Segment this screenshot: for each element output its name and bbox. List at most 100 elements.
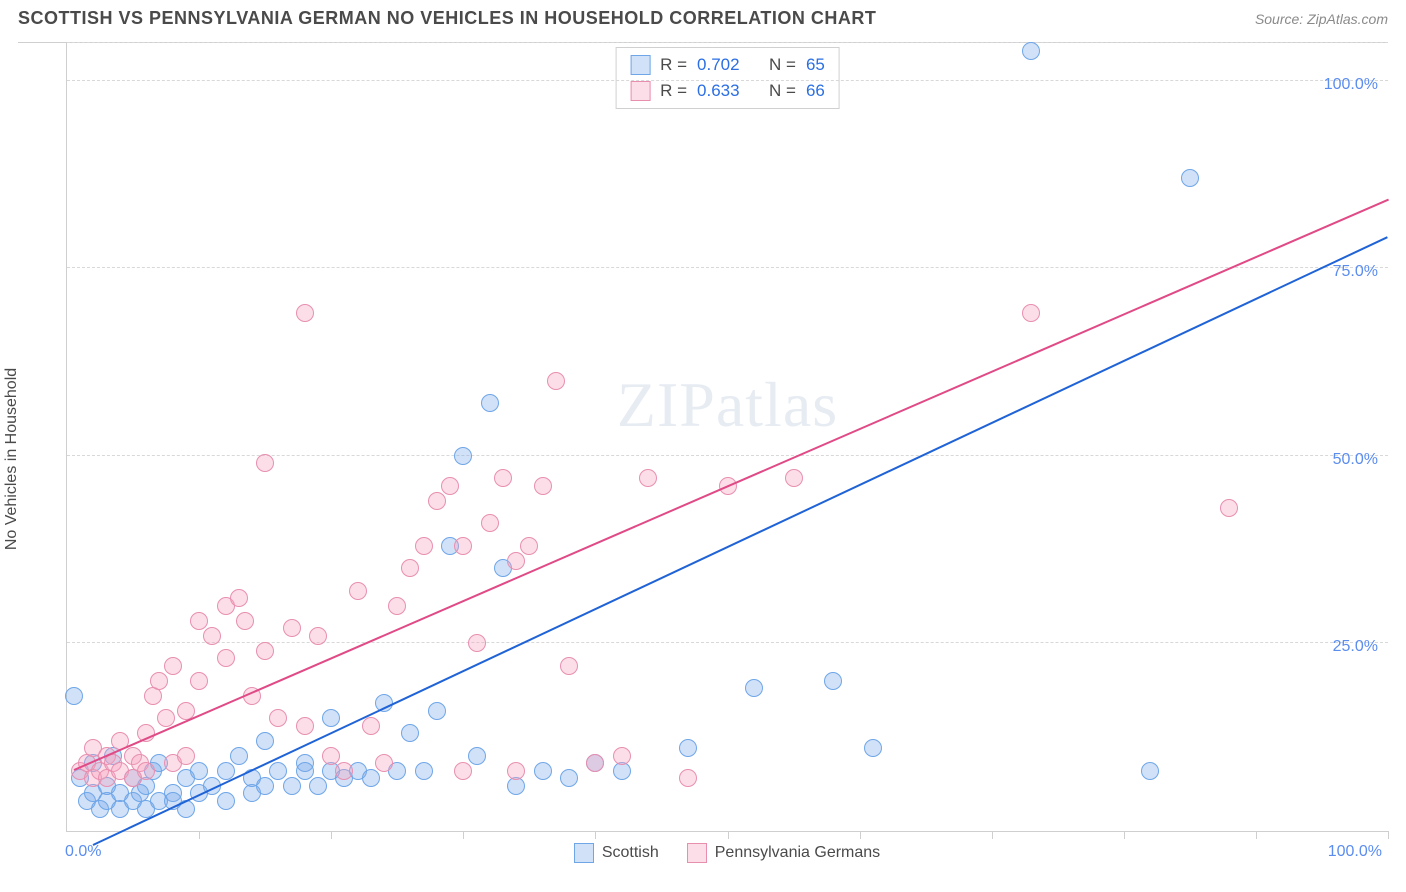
data-point [388,597,406,615]
gridline [67,42,1388,43]
x-tick [1388,831,1389,839]
data-point [1220,499,1238,517]
data-point [137,762,155,780]
data-point [547,372,565,390]
legend-label-scottish: Scottish [602,844,659,862]
page-title: SCOTTISH VS PENNSYLVANIA GERMAN NO VEHIC… [18,8,876,29]
data-point [296,304,314,322]
data-point [1141,762,1159,780]
swatch-penn-german [630,81,650,101]
data-point [415,762,433,780]
data-point [534,762,552,780]
bottom-legend: Scottish Pennsylvania Germans [66,832,1388,874]
data-point [454,537,472,555]
data-point [375,754,393,772]
source-prefix: Source: [1255,11,1307,27]
data-point [335,762,353,780]
data-point [322,709,340,727]
data-point [586,754,604,772]
plot-area: ZIPatlas R = 0.702 N = 65 R = 0.633 N = … [66,43,1388,832]
data-point [309,777,327,795]
r-label: R = [660,78,687,104]
legend-label-penn-german: Pennsylvania Germans [715,844,880,862]
y-tick-label: 100.0% [1324,76,1378,94]
data-point [349,582,367,600]
data-point [190,762,208,780]
data-point [494,469,512,487]
y-axis-label: No Vehicles in Household [3,367,21,549]
data-point [864,739,882,757]
watermark: ZIPatlas [617,368,838,442]
n-label: N = [769,52,796,78]
data-point [296,762,314,780]
data-point [507,762,525,780]
data-point [401,559,419,577]
data-point [362,717,380,735]
data-point [468,634,486,652]
watermark-bold: ZIP [617,369,716,440]
data-point [401,724,419,742]
watermark-thin: atlas [716,369,838,440]
data-point [177,747,195,765]
data-point [428,702,446,720]
source-credit: Source: ZipAtlas.com [1255,11,1388,27]
source-name: ZipAtlas.com [1307,11,1388,27]
stat-legend-row: R = 0.702 N = 65 [630,52,825,78]
data-point [468,747,486,765]
data-point [428,492,446,510]
r-value-penn-german: 0.633 [697,78,740,104]
r-label: R = [660,52,687,78]
n-value-scottish: 65 [806,52,825,78]
data-point [217,792,235,810]
data-point [534,477,552,495]
data-point [256,454,274,472]
data-point [745,679,763,697]
data-point [560,657,578,675]
n-value-penn-german: 66 [806,78,825,104]
trend-line [73,199,1388,771]
data-point [309,627,327,645]
data-point [415,537,433,555]
data-point [441,477,459,495]
chart-container: No Vehicles in Household ZIPatlas R = 0.… [18,42,1388,874]
data-point [157,709,175,727]
data-point [507,552,525,570]
y-tick-label: 25.0% [1333,638,1378,656]
data-point [560,769,578,787]
n-label: N = [769,78,796,104]
data-point [1181,169,1199,187]
swatch-scottish [630,55,650,75]
data-point [679,739,697,757]
data-point [236,612,254,630]
data-point [613,747,631,765]
data-point [296,717,314,735]
data-point [283,777,301,795]
r-value-scottish: 0.702 [697,52,740,78]
legend-item-penn-german: Pennsylvania Germans [687,843,880,863]
data-point [785,469,803,487]
data-point [190,612,208,630]
y-tick-label: 50.0% [1333,451,1378,469]
data-point [454,447,472,465]
data-point [269,762,287,780]
data-point [362,769,380,787]
data-point [65,687,83,705]
data-point [256,777,274,795]
data-point [283,619,301,637]
swatch-penn-german [687,843,707,863]
stat-legend-row: R = 0.633 N = 66 [630,78,825,104]
y-tick-label: 75.0% [1333,263,1378,281]
data-point [824,672,842,690]
data-point [217,649,235,667]
stat-legend: R = 0.702 N = 65 R = 0.633 N = 66 [615,47,840,109]
data-point [481,514,499,532]
data-point [150,672,168,690]
data-point [1022,42,1040,60]
data-point [256,732,274,750]
trend-line [93,236,1388,846]
swatch-scottish [574,843,594,863]
data-point [190,672,208,690]
legend-item-scottish: Scottish [574,843,659,863]
data-point [322,747,340,765]
data-point [230,589,248,607]
